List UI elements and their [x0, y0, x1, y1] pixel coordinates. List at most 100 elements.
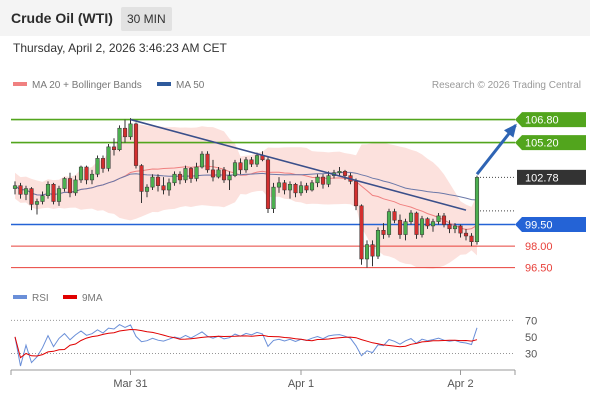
candle [249, 156, 254, 167]
candle-body [89, 173, 95, 181]
candle [309, 179, 315, 192]
candle [474, 175, 480, 245]
candle [205, 151, 210, 173]
candle-body [425, 218, 430, 227]
candle-body [249, 159, 254, 165]
rsi-tick-30: 30 [525, 349, 537, 361]
candle-body [320, 176, 326, 185]
candle [128, 118, 133, 140]
candle-body [34, 201, 40, 205]
legend-rsi: RSI [13, 293, 49, 304]
candle [51, 182, 56, 205]
candle [18, 182, 23, 199]
candle-body [111, 146, 117, 150]
timeframe-badge[interactable]: 30 MIN [121, 7, 172, 31]
time-axis-label: Apr 2 [447, 378, 473, 390]
legend-swatch-ma20 [13, 82, 27, 87]
candle-body [194, 166, 199, 179]
candle-body [56, 188, 62, 202]
candle-body [276, 182, 282, 188]
candle-body [364, 244, 370, 260]
candle-body [199, 153, 205, 168]
legend-swatch-ma50 [157, 82, 171, 87]
candle [441, 213, 447, 228]
candle [45, 181, 51, 199]
candle [199, 151, 205, 169]
candle-body [419, 218, 425, 235]
candle-body [51, 184, 56, 202]
candle [265, 156, 271, 213]
legend-label-ma50: MA 50 [176, 80, 205, 91]
candle-body [117, 127, 122, 150]
candle [111, 138, 117, 156]
candle-body [403, 221, 408, 235]
candle [67, 172, 73, 198]
candle-body [359, 205, 364, 260]
candle [23, 185, 29, 201]
candle-body [183, 168, 188, 181]
descending-trendline [130, 118, 467, 211]
candle [315, 174, 320, 188]
candle-body [18, 185, 23, 195]
candle-body [45, 184, 51, 196]
candle [73, 175, 78, 196]
candle-body [238, 162, 243, 171]
candle-body [337, 171, 342, 173]
candle [282, 179, 287, 195]
candle-body [40, 195, 45, 202]
candle [62, 177, 67, 192]
candle-body [458, 225, 463, 234]
level-label-105.20-bg [515, 135, 586, 151]
candle [425, 217, 430, 229]
candle [408, 210, 414, 225]
candles-group [12, 118, 480, 268]
candle [375, 227, 381, 259]
legend-ma50: MA 50 [157, 80, 204, 91]
candle [298, 181, 304, 196]
candle-body [298, 185, 304, 194]
level-label-105.20: 105.20 [515, 135, 586, 151]
candle [133, 122, 139, 169]
ma50-line [14, 171, 478, 201]
level-label-98.00-text: 98.00 [525, 241, 553, 253]
candle [386, 208, 392, 238]
level-label-106.80-text: 106.80 [525, 115, 559, 127]
candle [166, 178, 172, 196]
candle [56, 185, 62, 206]
candle [452, 223, 458, 234]
legend-ma20-bollinger: MA 20 + Bollinger Bands [13, 80, 142, 91]
candle-body [436, 215, 441, 222]
candle [397, 214, 403, 239]
candle-body [95, 158, 100, 175]
candle [106, 144, 111, 172]
legend-label-9ma: 9MA [82, 293, 103, 304]
candle-body [370, 244, 375, 257]
candle [150, 174, 155, 190]
candle-body [392, 211, 397, 221]
candle-body [265, 159, 271, 209]
candle-body [177, 173, 183, 181]
candle-body [293, 184, 298, 194]
candle-body [133, 123, 139, 166]
level-label-99.50: 99.50 [515, 217, 586, 232]
candle-body [155, 176, 161, 186]
candle-body [172, 173, 177, 184]
candle-body [23, 188, 29, 195]
projection-arrow-head [503, 123, 517, 138]
candle [95, 155, 100, 178]
candle-body [232, 162, 238, 176]
level-label-106.80: 106.80 [515, 112, 586, 128]
candle-body [271, 186, 276, 209]
legend-swatch-rsi [13, 295, 27, 300]
current-price-label-text: 102.78 [525, 172, 559, 184]
candle-body [29, 188, 34, 205]
rsi-ma-line [14, 328, 478, 359]
candle [419, 215, 425, 238]
level-label-98.00: 98.00 [525, 241, 553, 253]
candle-body [342, 171, 348, 176]
candle [436, 213, 441, 225]
candle-body [304, 185, 309, 191]
candle [194, 162, 199, 182]
current-price-label-bg [517, 169, 586, 185]
candle-body [414, 212, 419, 235]
